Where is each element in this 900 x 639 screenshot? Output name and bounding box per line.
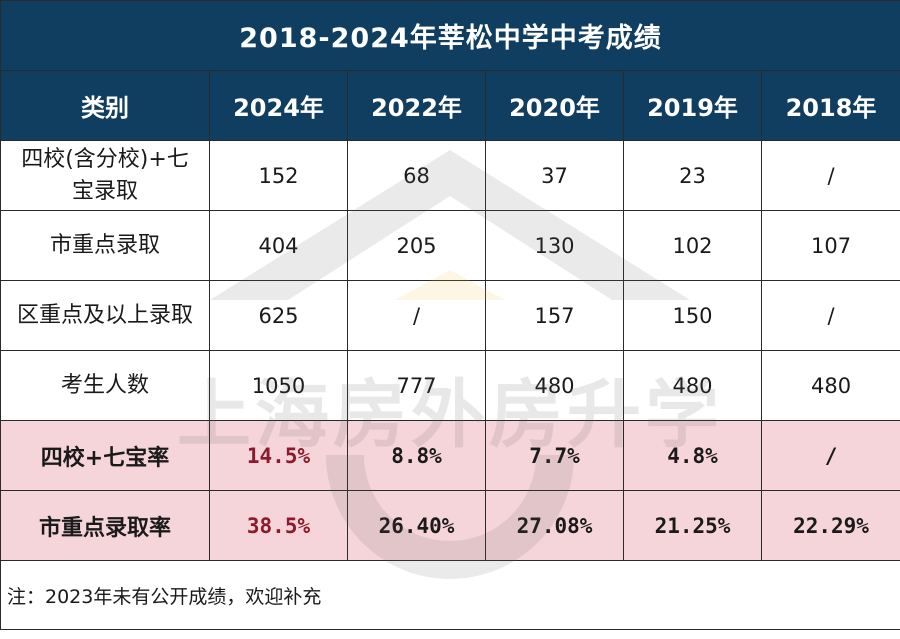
table-cell: 22.29% (762, 491, 900, 561)
table-cell: 21.25% (624, 491, 762, 561)
header-year: 2020年 (486, 71, 624, 141)
table-cell: 157 (486, 281, 624, 351)
row-label: 考生人数 (1, 351, 210, 421)
row-label-text: 四校(含分校)+七宝录取 (15, 144, 195, 208)
row-label: 市重点录取率 (1, 491, 210, 561)
table-cell: 7.7% (486, 421, 624, 491)
table-cell: 777 (348, 351, 486, 421)
header-year: 2019年 (624, 71, 762, 141)
row-label: 市重点录取 (1, 211, 210, 281)
header-year: 2018年 (762, 71, 900, 141)
table-title: 2018-2024年莘松中学中考成绩 (1, 1, 900, 71)
table-row: 区重点及以上录取 625 / 157 150 / (1, 281, 900, 351)
table-row: 考生人数 1050 777 480 480 480 (1, 351, 900, 421)
row-label: 四校(含分校)+七宝录取 (1, 141, 210, 211)
table-cell: 37 (486, 141, 624, 211)
table-cell: 625 (210, 281, 348, 351)
table-cell: 480 (624, 351, 762, 421)
rate-row: 市重点录取率 38.5% 26.40% 27.08% 21.25% 22.29% (1, 491, 900, 561)
table-cell: 68 (348, 141, 486, 211)
table-cell: 102 (624, 211, 762, 281)
table-cell: 8.8% (348, 421, 486, 491)
note-row: 注：2023年未有公开成绩，欢迎补充 (1, 561, 900, 630)
header-year: 2022年 (348, 71, 486, 141)
table-cell: 205 (348, 211, 486, 281)
row-label: 区重点及以上录取 (1, 281, 210, 351)
row-label-text: 区重点及以上录取 (15, 300, 195, 332)
table-row: 市重点录取 404 205 130 102 107 (1, 211, 900, 281)
header-year: 2024年 (210, 71, 348, 141)
footnote: 注：2023年未有公开成绩，欢迎补充 (1, 561, 900, 630)
table-cell: 107 (762, 211, 900, 281)
header-category: 类别 (1, 71, 210, 141)
table-cell: 26.40% (348, 491, 486, 561)
table-cell: 404 (210, 211, 348, 281)
table-cell: / (762, 281, 900, 351)
row-label: 四校+七宝率 (1, 421, 210, 491)
table-cell-highlight: 14.5% (210, 421, 348, 491)
table-cell: 4.8% (624, 421, 762, 491)
table-cell-highlight: 38.5% (210, 491, 348, 561)
rate-row: 四校+七宝率 14.5% 8.8% 7.7% 4.8% / (1, 421, 900, 491)
table-cell: 130 (486, 211, 624, 281)
table-row: 四校(含分校)+七宝录取 152 68 37 23 / (1, 141, 900, 211)
table-cell: / (762, 421, 900, 491)
table-cell: 23 (624, 141, 762, 211)
table-cell: 1050 (210, 351, 348, 421)
table-cell: 27.08% (486, 491, 624, 561)
header-row: 类别 2024年 2022年 2020年 2019年 2018年 (1, 71, 900, 141)
table-cell: 152 (210, 141, 348, 211)
table-cell: / (762, 141, 900, 211)
table-cell: 480 (762, 351, 900, 421)
table-cell: / (348, 281, 486, 351)
table-cell: 480 (486, 351, 624, 421)
table-cell: 150 (624, 281, 762, 351)
title-row: 2018-2024年莘松中学中考成绩 (1, 1, 900, 71)
